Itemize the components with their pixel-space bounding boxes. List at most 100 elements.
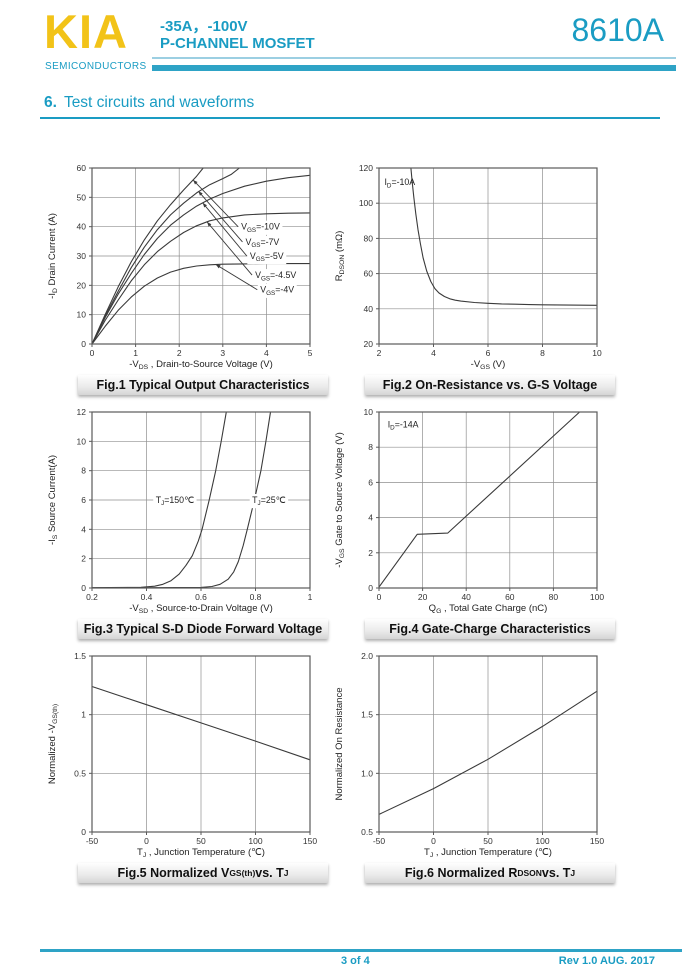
fig3-caption: Fig.3 Typical S-D Diode Forward Voltage bbox=[78, 619, 328, 639]
svg-text:8: 8 bbox=[368, 442, 373, 452]
svg-text:4: 4 bbox=[81, 524, 86, 534]
svg-text:0: 0 bbox=[81, 827, 86, 837]
svg-text:50: 50 bbox=[196, 836, 206, 846]
svg-text:10: 10 bbox=[77, 310, 87, 320]
charts-grid: 0 1 2 3 4 5 0 10 20 30 40 50 60 -VDS , Drain-to-Sourc… bbox=[44, 158, 618, 890]
svg-text:0.8: 0.8 bbox=[250, 592, 262, 602]
fig2-caption: Fig.2 On-Resistance vs. G-S Voltage bbox=[365, 375, 615, 395]
svg-text:-VSD , Source-to-Drain Voltage: -VSD , Source-to-Drain Voltage (V) bbox=[129, 603, 273, 615]
svg-text:40: 40 bbox=[364, 304, 374, 314]
svg-text:VGS=-7V: VGS=-7V bbox=[245, 237, 279, 249]
svg-text:0.2: 0.2 bbox=[86, 592, 98, 602]
svg-text:-50: -50 bbox=[86, 836, 99, 846]
svg-text:4: 4 bbox=[431, 348, 436, 358]
svg-text:60: 60 bbox=[77, 163, 87, 173]
svg-text:40: 40 bbox=[461, 592, 471, 602]
svg-text:6: 6 bbox=[368, 477, 373, 487]
svg-text:2: 2 bbox=[81, 554, 86, 564]
svg-text:100: 100 bbox=[535, 836, 549, 846]
fig2-plot: 2 4 6 8 10 20 40 60 80 100 120 -VGS (V) RDSON (mΩ) ID… bbox=[331, 158, 631, 372]
svg-text:20: 20 bbox=[418, 592, 428, 602]
svg-text:20: 20 bbox=[77, 280, 87, 290]
svg-text:80: 80 bbox=[549, 592, 559, 602]
svg-text:TJ , Junction Temperature (℃): TJ , Junction Temperature (℃) bbox=[137, 847, 265, 859]
part-number: 8610A bbox=[571, 12, 664, 48]
svg-text:40: 40 bbox=[77, 222, 87, 232]
header-rule-thick bbox=[152, 65, 676, 71]
svg-text:Normalized On Resistance: Normalized On Resistance bbox=[334, 688, 345, 801]
svg-text:Normalized -VGS(th): Normalized -VGS(th) bbox=[47, 704, 59, 784]
svg-text:-VDS , Drain-to-Source Voltage: -VDS , Drain-to-Source Voltage (V) bbox=[129, 359, 273, 371]
page-number: 3 of 4 bbox=[341, 955, 370, 967]
svg-text:VGS=-4V: VGS=-4V bbox=[260, 285, 294, 297]
svg-text:RDSON (mΩ): RDSON (mΩ) bbox=[334, 231, 346, 282]
svg-text:4: 4 bbox=[368, 513, 373, 523]
svg-text:TJ , Junction Temperature (℃): TJ , Junction Temperature (℃) bbox=[424, 847, 552, 859]
svg-text:5: 5 bbox=[308, 348, 313, 358]
fig4-caption: Fig.4 Gate-Charge Characteristics bbox=[365, 619, 615, 639]
svg-text:0: 0 bbox=[81, 583, 86, 593]
svg-text:-ID Drain Current (A): -ID Drain Current (A) bbox=[47, 213, 59, 299]
svg-text:2.0: 2.0 bbox=[361, 651, 373, 661]
svg-text:0.5: 0.5 bbox=[361, 827, 373, 837]
svg-text:50: 50 bbox=[77, 192, 87, 202]
section-underline bbox=[40, 117, 660, 119]
svg-text:0.4: 0.4 bbox=[141, 592, 153, 602]
header-rule-thin bbox=[152, 57, 676, 59]
svg-text:60: 60 bbox=[505, 592, 515, 602]
fig4-plot: 0 20 40 60 80 100 0 2 4 6 8 10 QG , Total Gate Charg… bbox=[331, 402, 631, 616]
fig5-normalized-vgsth: -50 0 50 100 150 0 0.5 1 1.5 TJ , Junction Temper… bbox=[44, 646, 331, 890]
section-number: 6. bbox=[44, 94, 57, 111]
svg-text:30: 30 bbox=[77, 251, 87, 261]
svg-text:-50: -50 bbox=[373, 836, 386, 846]
fig1-caption: Fig.1 Typical Output Characteristics bbox=[78, 375, 328, 395]
svg-text:120: 120 bbox=[359, 163, 373, 173]
kia-logo: KIA bbox=[44, 5, 128, 58]
svg-text:3: 3 bbox=[220, 348, 225, 358]
svg-text:12: 12 bbox=[77, 407, 87, 417]
svg-text:6: 6 bbox=[81, 495, 86, 505]
fig4-gate-charge: 0 20 40 60 80 100 0 2 4 6 8 10 QG , Total Gate Charg… bbox=[331, 402, 618, 646]
svg-text:2: 2 bbox=[177, 348, 182, 358]
svg-text:150: 150 bbox=[590, 836, 604, 846]
svg-text:0: 0 bbox=[90, 348, 95, 358]
svg-text:0: 0 bbox=[81, 339, 86, 349]
svg-text:0.5: 0.5 bbox=[74, 768, 86, 778]
svg-text:6: 6 bbox=[486, 348, 491, 358]
svg-text:0: 0 bbox=[368, 583, 373, 593]
svg-text:10: 10 bbox=[592, 348, 602, 358]
fig6-plot: -50 0 50 100 150 0.5 1.0 1.5 2.0 TJ , Junction Te… bbox=[331, 646, 631, 860]
svg-text:1: 1 bbox=[133, 348, 138, 358]
svg-text:VGS=-4.5V: VGS=-4.5V bbox=[255, 270, 296, 282]
svg-text:1.5: 1.5 bbox=[74, 651, 86, 661]
fig3-plot: 0.2 0.4 0.6 0.8 1 0 2 4 6 8 10 12 -VSD , Source-to-D… bbox=[44, 402, 344, 616]
svg-text:1: 1 bbox=[308, 592, 313, 602]
svg-text:1.0: 1.0 bbox=[361, 768, 373, 778]
svg-text:-VGS (V): -VGS (V) bbox=[471, 359, 506, 371]
svg-text:-VGS Gate to Source Voltage (V: -VGS Gate to Source Voltage (V) bbox=[334, 432, 346, 568]
svg-text:0.6: 0.6 bbox=[195, 592, 207, 602]
svg-text:0: 0 bbox=[144, 836, 149, 846]
svg-text:ID=-14A: ID=-14A bbox=[388, 419, 419, 431]
svg-text:60: 60 bbox=[364, 269, 374, 279]
svg-text:1.5: 1.5 bbox=[361, 710, 373, 720]
svg-text:0: 0 bbox=[377, 592, 382, 602]
fig5-plot: -50 0 50 100 150 0 0.5 1 1.5 TJ , Junction Temper… bbox=[44, 646, 344, 860]
kia-logo-subtitle: SEMICONDUCTORS bbox=[45, 61, 147, 72]
svg-text:2: 2 bbox=[368, 548, 373, 558]
section-heading: 6. Test circuits and waveforms bbox=[44, 94, 254, 112]
svg-text:8: 8 bbox=[81, 466, 86, 476]
svg-text:20: 20 bbox=[364, 339, 374, 349]
footer-rule bbox=[40, 949, 682, 952]
svg-text:TJ=150℃: TJ=150℃ bbox=[156, 495, 194, 507]
fig6-normalized-rdson: -50 0 50 100 150 0.5 1.0 1.5 2.0 TJ , Junction Te… bbox=[331, 646, 618, 890]
svg-text:QG , Total Gate Charge (nC): QG , Total Gate Charge (nC) bbox=[429, 603, 548, 615]
svg-text:50: 50 bbox=[483, 836, 493, 846]
svg-text:0: 0 bbox=[431, 836, 436, 846]
svg-text:100: 100 bbox=[359, 198, 373, 208]
svg-text:ID=-10A: ID=-10A bbox=[384, 177, 415, 189]
svg-text:VGS=-5V: VGS=-5V bbox=[250, 251, 284, 263]
svg-text:100: 100 bbox=[590, 592, 604, 602]
